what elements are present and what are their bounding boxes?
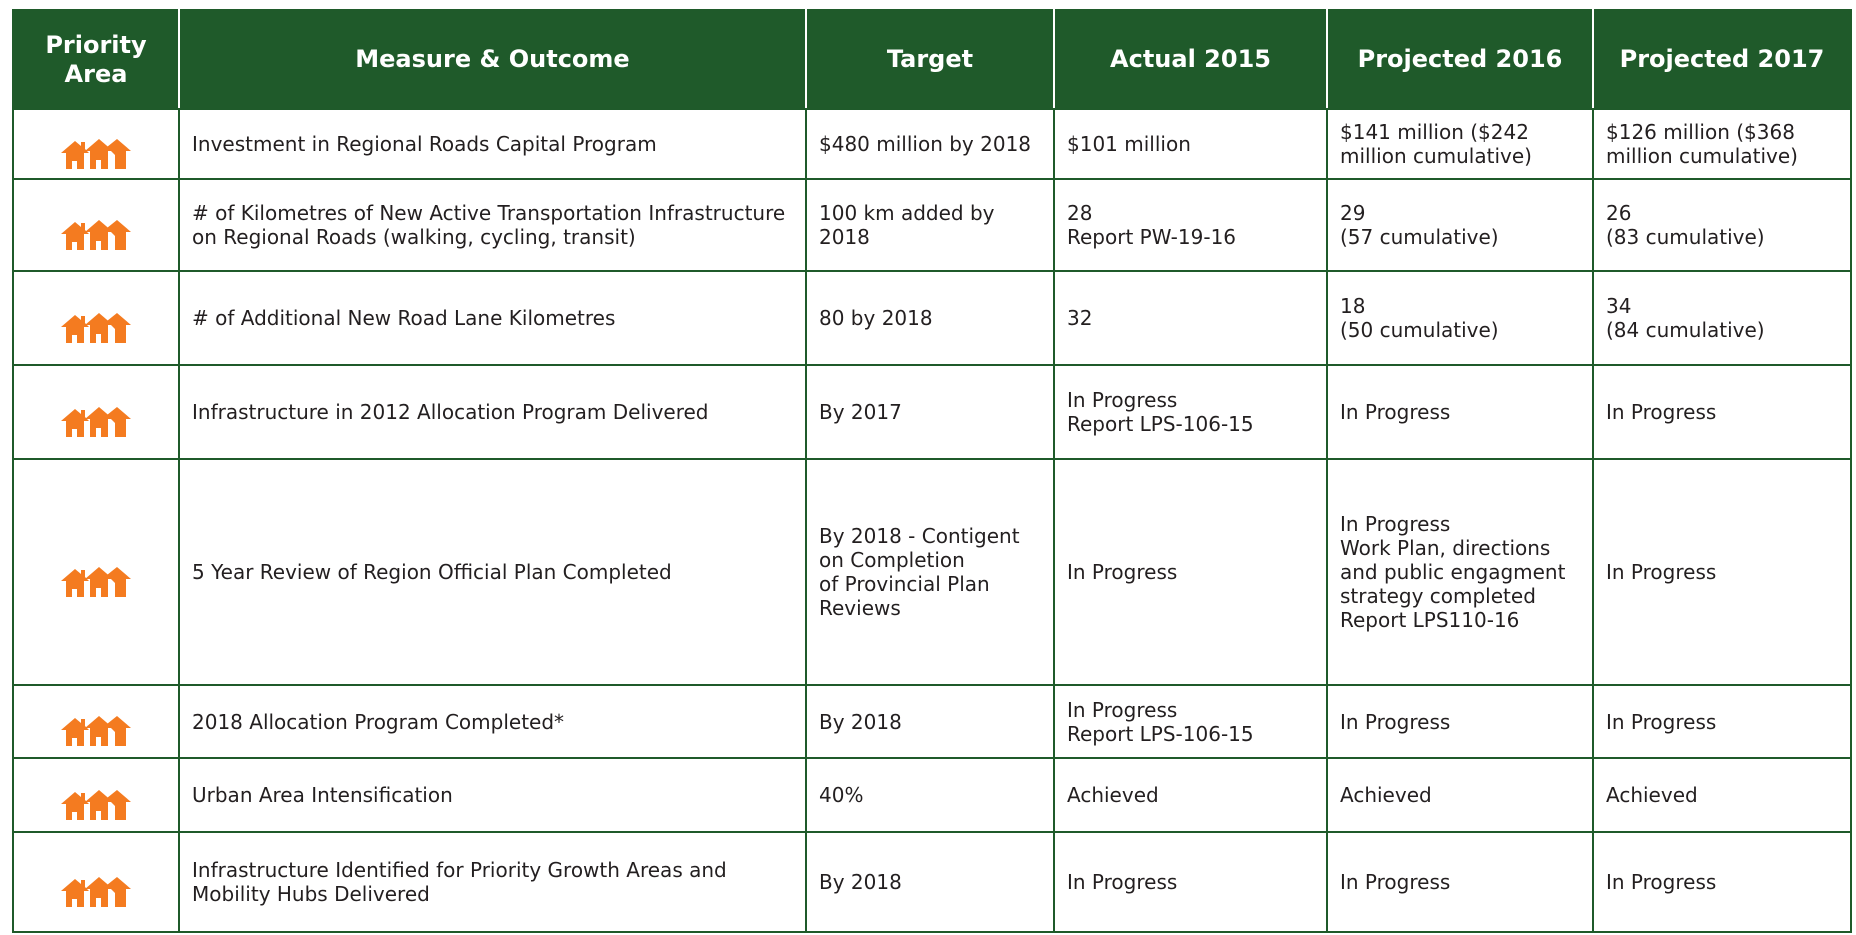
table-cell: 18 (50 cumulative) — [1326, 270, 1594, 366]
table-row: Infrastructure in 2012 Allocation Progra… — [12, 364, 1852, 460]
priority-icon — [61, 716, 131, 746]
header-cell: Target — [805, 9, 1055, 110]
priority-icon — [61, 566, 131, 597]
table-cell: 32 — [1053, 270, 1328, 366]
table-cell: By 2017 — [805, 364, 1055, 460]
table-cell: In Progress — [1592, 684, 1852, 759]
table-cell: Achieved — [1592, 757, 1852, 833]
table-cell: In Progress — [1326, 831, 1594, 933]
header-row: Priority Area Measure & Outcome Target Actu… — [12, 9, 1852, 110]
table-cell: Urban Area Intensification — [178, 757, 807, 833]
icon-cell — [12, 364, 180, 460]
table-cell: In Progress — [1053, 458, 1328, 686]
table-row: # of Kilometres of New Active Transporta… — [12, 178, 1852, 272]
table-cell: By 2018 - Contigent on Completion of Pro… — [805, 458, 1055, 686]
header-cell: Priority Area — [12, 9, 180, 110]
icon-cell — [12, 831, 180, 933]
table-row: Infrastructure Identified for Priority G… — [12, 831, 1852, 933]
header-cell: Actual 2015 — [1053, 9, 1328, 110]
icon-cell — [12, 757, 180, 833]
table-cell: 40% — [805, 757, 1055, 833]
table-cell: In Progress Report LPS-106-15 — [1053, 684, 1328, 759]
table-cell: 80 by 2018 — [805, 270, 1055, 366]
table-cell: In Progress — [1326, 364, 1594, 460]
table-cell: $480 million by 2018 — [805, 108, 1055, 180]
table-cell: In Progress — [1592, 364, 1852, 460]
header-cell: Measure & Outcome — [178, 9, 807, 110]
table-cell: Infrastructure in 2012 Allocation Progra… — [178, 364, 807, 460]
table-row: Urban Area Intensification 40% Achieved Ach… — [12, 757, 1852, 833]
table-cell: In Progress — [1053, 831, 1328, 933]
table-body: Investment in Regional Roads Capital Pro… — [12, 108, 1852, 933]
icon-cell — [12, 684, 180, 759]
priority-icon — [61, 312, 131, 343]
table-cell: Achieved — [1053, 757, 1328, 833]
table-cell: In Progress — [1326, 684, 1594, 759]
table-wrap: Priority Area Measure & Outcome Target Actu… — [12, 9, 1852, 933]
table-cell: $141 million ($242 million cumulative) — [1326, 108, 1594, 180]
table-cell: By 2018 — [805, 831, 1055, 933]
table-cell: Achieved — [1326, 757, 1594, 833]
table-row: # of Additional New Road Lane Kilometres… — [12, 270, 1852, 366]
table-row: Investment in Regional Roads Capital Pro… — [12, 108, 1852, 180]
table: Priority Area Measure & Outcome Target Actu… — [12, 9, 1852, 933]
icon-cell — [12, 108, 180, 180]
table-cell: In Progress — [1592, 458, 1852, 686]
table-cell: # of Kilometres of New Active Transporta… — [178, 178, 807, 272]
table-cell: Infrastructure Identified for Priority G… — [178, 831, 807, 933]
table-cell: Investment in Regional Roads Capital Pro… — [178, 108, 807, 180]
table-cell: 26 (83 cumulative) — [1592, 178, 1852, 272]
table-cell: $101 million — [1053, 108, 1328, 180]
icon-cell — [12, 458, 180, 686]
table-cell: 100 km added by 2018 — [805, 178, 1055, 272]
table-row: 2018 Allocation Program Completed* By 201… — [12, 684, 1852, 759]
priority-icon — [61, 138, 131, 169]
priority-icon — [61, 789, 131, 820]
table-cell: 34 (84 cumulative) — [1592, 270, 1852, 366]
table-cell: $126 million ($368 million cumulative) — [1592, 108, 1852, 180]
header-cell: Projected 2016 — [1326, 9, 1594, 110]
table-cell: 2018 Allocation Program Completed* — [178, 684, 807, 759]
icon-cell — [12, 178, 180, 272]
table-cell: In Progress Report LPS-106-15 — [1053, 364, 1328, 460]
table-cell: 5 Year Review of Region Official Plan Co… — [178, 458, 807, 686]
icon-cell — [12, 270, 180, 366]
table-cell: 29 (57 cumulative) — [1326, 178, 1594, 272]
table-row: 5 Year Review of Region Official Plan Co… — [12, 458, 1852, 686]
table-cell: # of Additional New Road Lane Kilometres — [178, 270, 807, 366]
header-cell: Projected 2017 — [1592, 9, 1852, 110]
table-cell: In Progress — [1592, 831, 1852, 933]
table-cell: 28 Report PW-19-16 — [1053, 178, 1328, 272]
table-cell: By 2018 — [805, 684, 1055, 759]
priority-icon — [61, 406, 131, 437]
priority-icon — [61, 219, 131, 250]
priority-icon — [61, 876, 131, 907]
table-cell: In Progress Work Plan, directions and pu… — [1326, 458, 1594, 686]
